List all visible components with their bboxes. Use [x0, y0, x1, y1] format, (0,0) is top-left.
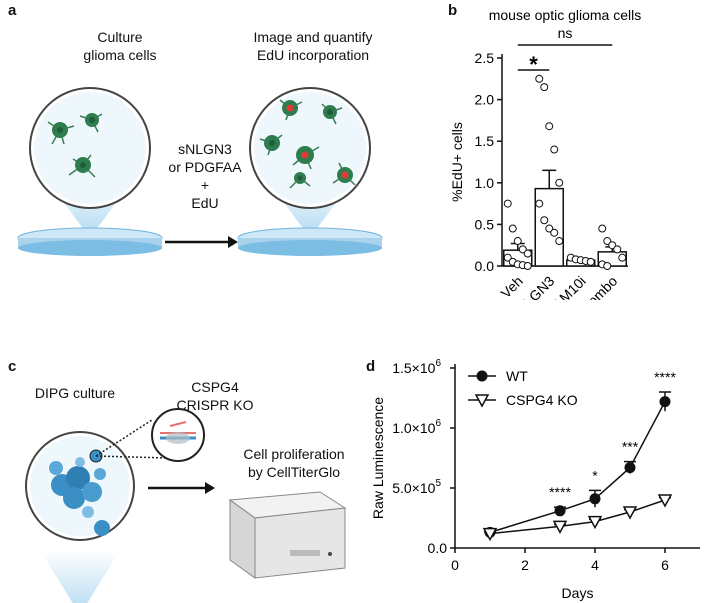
y-tick-label: 2.5 — [475, 50, 495, 66]
data-point — [508, 224, 517, 233]
data-point — [589, 493, 601, 505]
treatment-line3: + — [200, 177, 210, 193]
crispr-label-line2: CRISPR KO — [176, 397, 254, 413]
plate-reader-icon — [228, 491, 347, 579]
culture-caption-line1: Culture — [97, 29, 143, 45]
quantify-caption-line1: Image and quantify — [253, 29, 373, 45]
significance-label: * — [529, 52, 538, 77]
dna-crispr-icon — [160, 421, 196, 444]
culture-caption-line2: glioma cells — [83, 47, 157, 63]
data-point — [503, 199, 512, 208]
petri-dish-dipg — [25, 408, 205, 603]
x-tick-label: 2 — [521, 557, 529, 573]
significance-label: * — [592, 467, 598, 483]
panel-a-illustration — [17, 87, 383, 256]
y-tick-label: 0.0 — [428, 540, 448, 556]
y-axis-label: Raw Luminescence — [370, 397, 386, 519]
data-point — [657, 494, 673, 508]
crispr-label-line1: CSPG4 — [191, 379, 239, 395]
data-point — [545, 224, 554, 233]
data-point — [550, 145, 559, 154]
x-tick-label: 6 — [661, 557, 669, 573]
treatment-line4: EdU — [191, 195, 219, 211]
data-point — [598, 224, 607, 233]
x-tick-label: 0 — [451, 557, 459, 573]
data-point — [555, 178, 564, 187]
legend-marker — [476, 370, 488, 382]
data-point — [482, 527, 498, 542]
chart-title: mouse optic glioma cells — [489, 7, 642, 23]
treatment-line2: or PDGFAA — [168, 159, 242, 175]
petri-dish-right — [237, 87, 383, 256]
legend-marker — [474, 394, 490, 408]
data-point — [523, 249, 532, 258]
data-point — [613, 245, 622, 254]
arrow-right-icon — [148, 482, 215, 494]
dipg-culture-label: DIPG culture — [34, 385, 116, 401]
treatment-label: sNLGN3 or PDGFAA + EdU — [155, 140, 255, 212]
data-point — [603, 237, 612, 246]
treatment-line1: sNLGN3 — [178, 141, 232, 157]
data-point — [554, 505, 566, 517]
panel-letter-c: c — [8, 358, 17, 375]
crispr-label: CSPG4 CRISPR KO — [160, 378, 270, 414]
y-tick-label: 2.0 — [475, 92, 495, 108]
petri-dish-left — [17, 87, 163, 256]
y-tick-label: 5.0×105 — [392, 478, 441, 496]
significance-label: *** — [622, 439, 639, 455]
data-point — [618, 253, 627, 262]
arrow-right-icon — [165, 236, 238, 248]
edu-positive-nucleus — [341, 171, 349, 179]
panel-letter-b: b — [448, 2, 458, 19]
significance-label: **** — [549, 484, 571, 500]
data-point — [523, 262, 532, 270]
data-point — [586, 257, 595, 266]
data-point — [535, 74, 544, 83]
x-axis-label: Days — [562, 585, 594, 601]
bar-chart-edu: mouse optic glioma cells 0.0 0.5 1.0 1.5 2.0 2… — [449, 7, 642, 300]
data-point — [624, 462, 636, 474]
quantify-caption-line2: EdU incorporation — [256, 47, 370, 63]
data-point — [659, 396, 671, 408]
legend-label: WT — [506, 368, 528, 384]
dipg-cell-cluster — [49, 449, 110, 536]
x-tick-label: 4 — [591, 557, 599, 573]
culture-caption: Culture glioma cells — [40, 28, 200, 64]
assay-label-line2: by CellTiterGlo — [247, 464, 341, 480]
data-point — [518, 245, 527, 254]
data-point — [535, 199, 544, 208]
data-point — [513, 237, 522, 246]
assay-label: Cell proliferation by CellTiterGlo — [224, 445, 364, 481]
quantify-caption: Image and quantify EdU incorporation — [218, 28, 408, 64]
legend-label: CSPG4 KO — [506, 392, 578, 408]
panel-letter-d: d — [366, 358, 376, 375]
edu-positive-nucleus — [301, 151, 309, 159]
data-point — [552, 520, 568, 534]
edu-positive-nucleus — [286, 104, 294, 112]
data-point — [555, 237, 564, 246]
significance-label: ns — [558, 25, 573, 41]
data-point — [622, 506, 638, 520]
panel-letter-a: a — [8, 2, 17, 19]
data-point — [587, 515, 603, 530]
data-point — [550, 228, 559, 237]
y-tick-label: 0.5 — [475, 216, 495, 232]
data-point — [608, 241, 617, 250]
data-point — [503, 253, 512, 262]
y-tick-label: 1.5×106 — [392, 358, 441, 376]
y-axis-label: %EdU+ cells — [449, 122, 465, 202]
y-tick-label: 1.0 — [475, 175, 495, 191]
panel-c-illustration — [25, 408, 347, 603]
significance-label: **** — [654, 369, 676, 385]
data-point — [540, 216, 549, 225]
y-tick-label: 0.0 — [475, 258, 495, 274]
series-line — [489, 401, 666, 534]
assay-label-line1: Cell proliferation — [243, 446, 345, 462]
y-tick-label: 1.5 — [475, 133, 495, 149]
data-point — [603, 262, 612, 270]
data-point — [545, 122, 554, 131]
y-tick-label: 1.0×106 — [392, 418, 441, 436]
data-point — [540, 83, 549, 92]
